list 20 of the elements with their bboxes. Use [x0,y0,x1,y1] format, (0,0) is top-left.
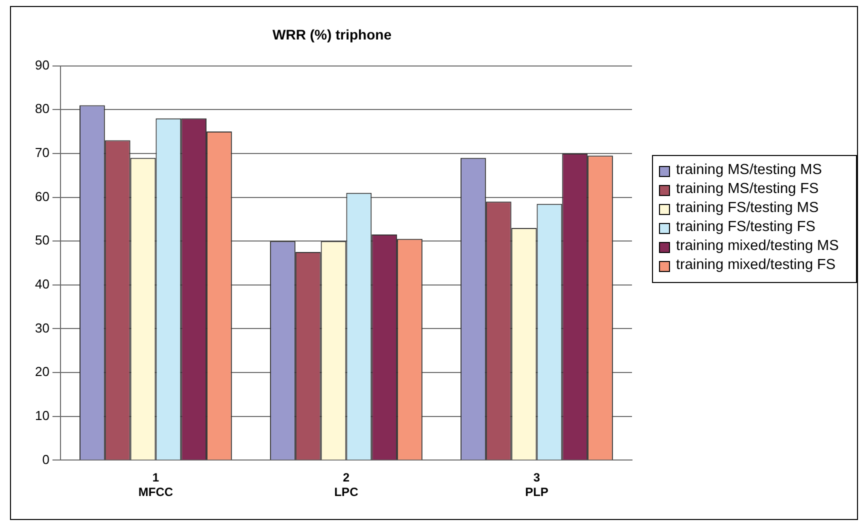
y-tick-label: 40 [34,276,50,292]
x-tick-label: 1 MFCC [138,470,174,500]
y-tick-label: 60 [34,188,50,204]
y-tick-label: 80 [34,101,50,116]
legend-label: training FS/testing FS [676,219,816,236]
y-tick-label: 20 [34,364,50,380]
x-tick-label: 3 PLP [525,470,548,500]
legend-label: training MS/testing MS [676,162,822,179]
legend-label: training FS/testing MS [676,200,819,217]
y-tick-label: 10 [34,408,50,423]
legend-label: training mixed/testing MS [676,238,839,255]
y-tick-label: 0 [42,452,50,467]
y-tick-label: 50 [34,232,50,248]
y-tick-label: 30 [34,320,50,336]
y-tick-label: 70 [34,145,50,160]
legend-label: training mixed/testing FS [676,257,836,274]
x-tick-label: 2 LPC [334,470,359,500]
y-tick-label: 90 [34,57,50,72]
legend-label: training MS/testing FS [676,181,819,198]
chart-title: WRR (%) triphone [272,26,392,42]
